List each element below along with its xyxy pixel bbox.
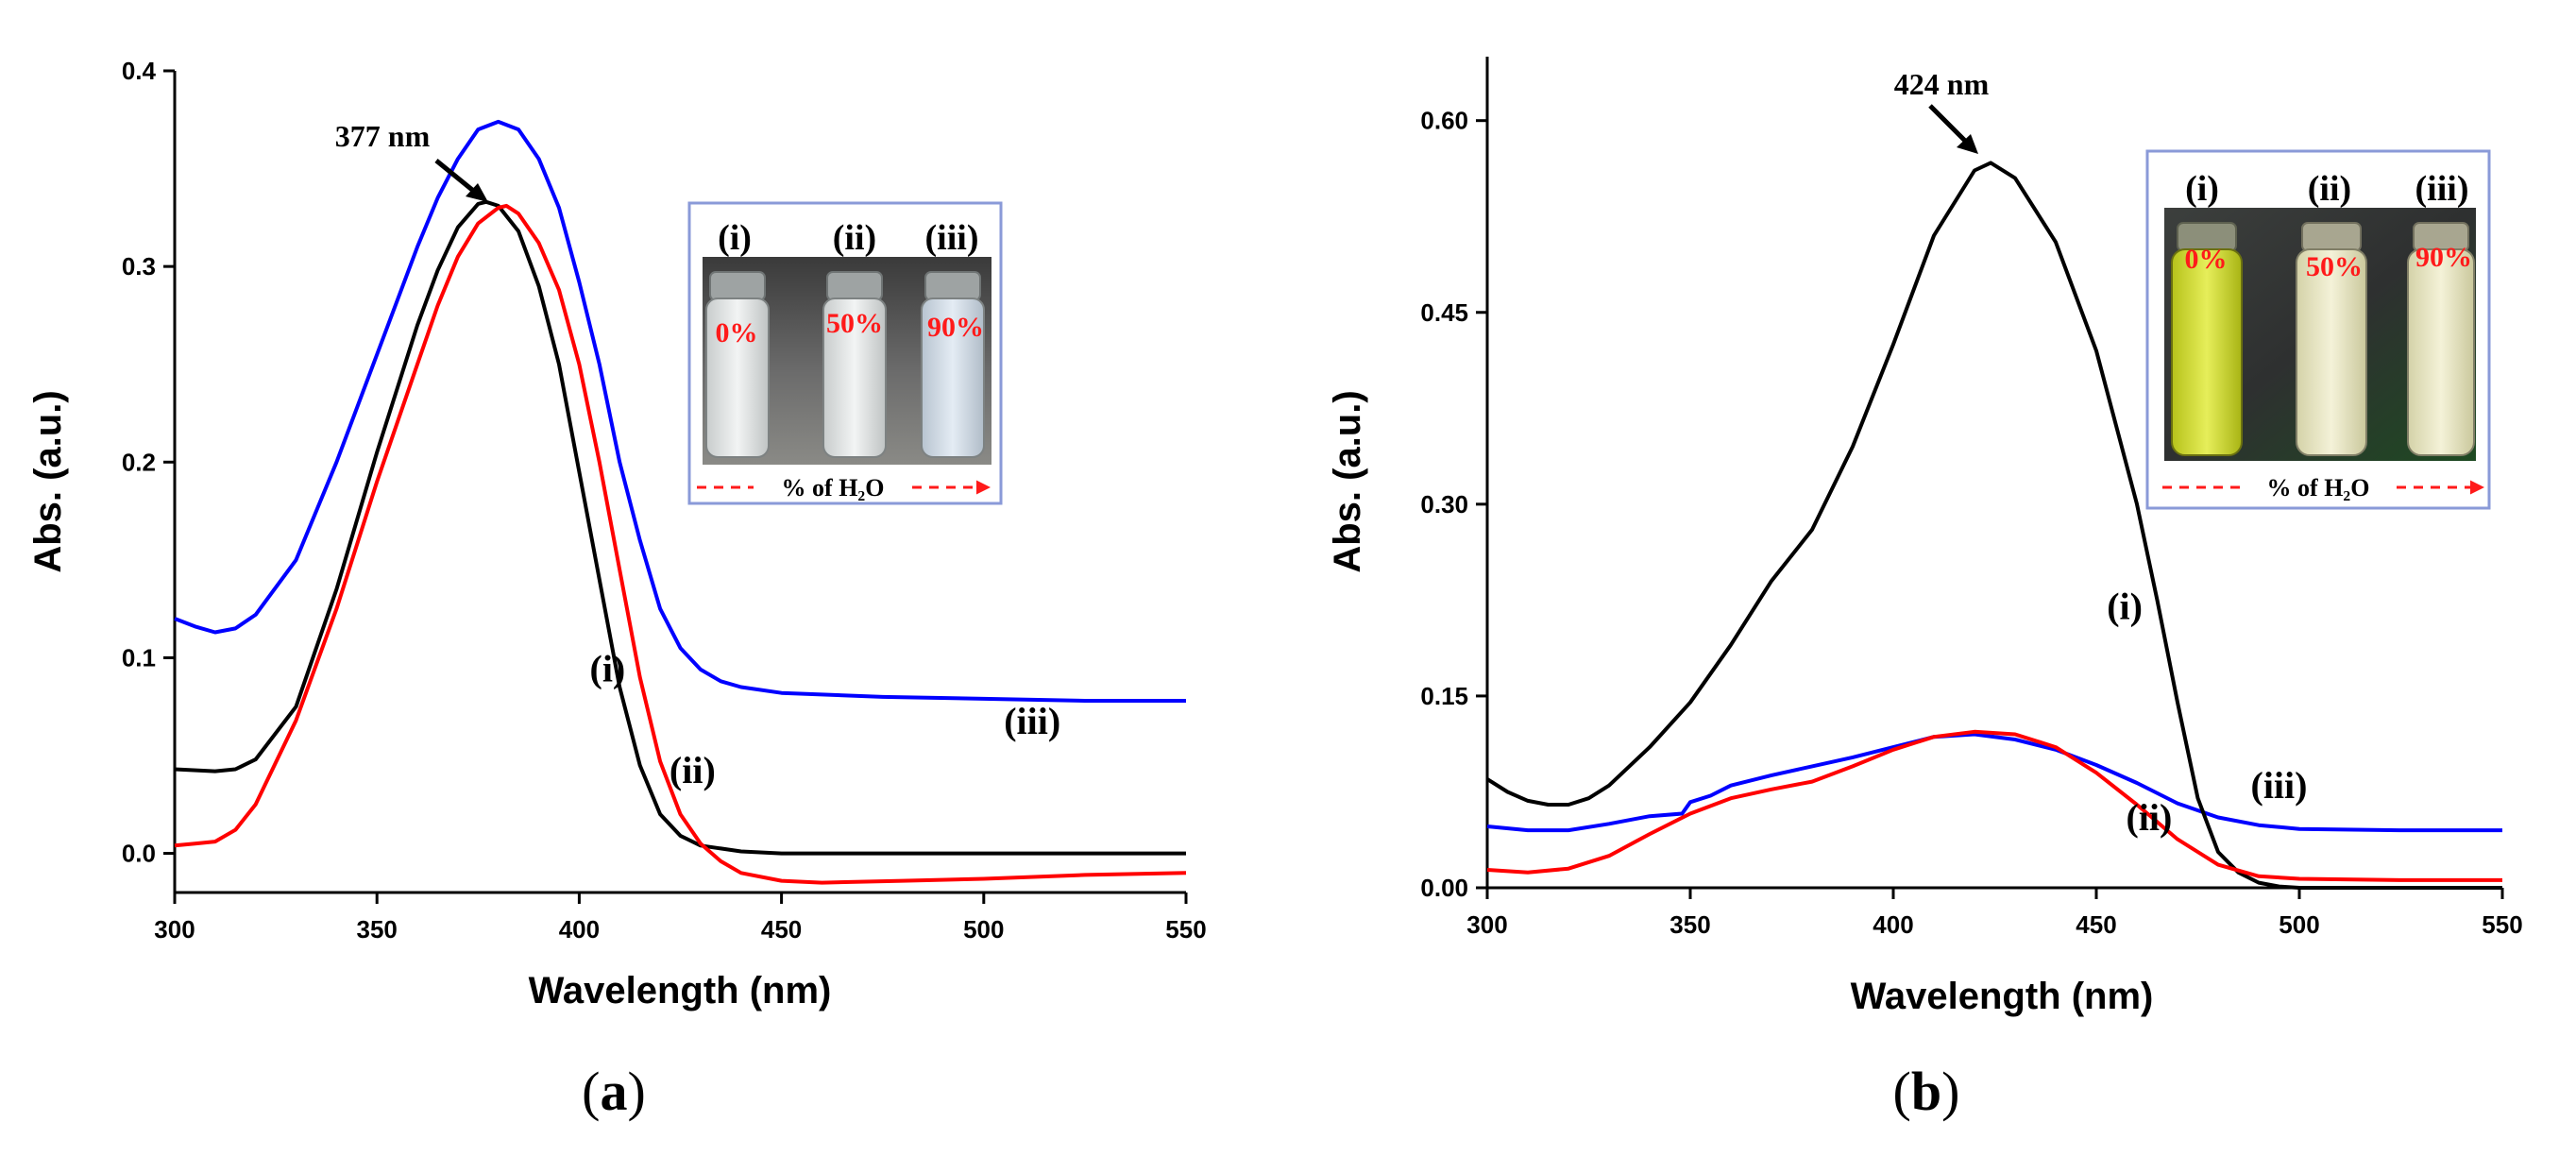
series-labels: (i) (ii) (iii) [590, 647, 1061, 791]
vial-iii [2407, 222, 2475, 456]
series-line-iii [1486, 732, 2502, 833]
series-line-ii [1486, 729, 2502, 882]
x-tick-label: 400 [1873, 910, 1913, 939]
series-label-i: (i) [590, 647, 626, 689]
x-tick-label: 300 [154, 915, 195, 944]
vial-i [2171, 222, 2243, 456]
y-tick-label: 0.15 [1420, 682, 1468, 710]
inset-water-axis-label: % of H₂O [2267, 474, 2370, 502]
x-tick-label: 300 [1466, 910, 1507, 939]
inset-percentage-0: 0% [716, 317, 758, 348]
series-label-i: (i) [2107, 586, 2143, 628]
peak-arrowhead [1957, 134, 1978, 154]
y-tick-label: 0.4 [122, 57, 157, 85]
inset-photo: (i) (ii) (iii) 0% 50% 90% % of H₂O [2145, 149, 2491, 510]
y-tick-label: 0.1 [122, 643, 156, 672]
panel-label-b: (b) [1893, 1061, 1960, 1122]
x-tick-label: 450 [761, 915, 802, 944]
peak-label: 377 nm [335, 119, 431, 153]
series-line-i [174, 199, 1186, 856]
x-tick-label: 550 [1165, 915, 1206, 944]
series-labels: (i) (ii) (iii) [2107, 586, 2307, 839]
vial-iii [921, 271, 985, 458]
inset-percentage-90: 90% [927, 312, 984, 343]
y-tick-label: 0.2 [122, 448, 156, 476]
vial-i [705, 271, 770, 458]
vial-ii [822, 271, 887, 458]
x-axis-ticks: 300 350 400 450 500 550 [154, 892, 1207, 944]
inset-photo: (i) (ii) (iii) 0% 50% 90% % of H₂O [687, 201, 1003, 505]
panel-label-a: (a) [582, 1061, 646, 1122]
y-tick-label: 0.00 [1420, 874, 1468, 902]
x-tick-label: 500 [2279, 910, 2319, 939]
inset-percentage-90: 90% [2415, 242, 2472, 273]
series-label-ii: (ii) [2126, 796, 2172, 839]
series-label-iii: (iii) [1004, 700, 1060, 742]
series-label-ii: (ii) [669, 749, 716, 791]
y-tick-label: 0.60 [1420, 107, 1468, 135]
series-line-i [1485, 161, 2502, 890]
x-axis-title: Wavelength (nm) [529, 970, 832, 1012]
inset-percentage-0: 0% [2185, 244, 2228, 275]
y-axis-ticks: 0.0 0.1 0.2 0.3 0.4 [122, 57, 175, 868]
y-tick-label: 0.0 [122, 840, 156, 868]
y-tick-label: 0.30 [1420, 490, 1468, 518]
inset-vial-label-ii: (ii) [2308, 169, 2351, 209]
y-tick-label: 0.3 [122, 252, 156, 280]
x-tick-label: 350 [1669, 910, 1710, 939]
chart-panel-a: 0.00.10.20.30.4 300 350 400 450 500 550 (i)(i… [27, 57, 1207, 1122]
x-tick-label: 450 [2076, 910, 2116, 939]
peak-annotation: 424 nm [1894, 67, 1990, 154]
inset-vial-label-i: (i) [718, 218, 752, 258]
inset-vial-label-i: (i) [2185, 169, 2219, 209]
x-tick-label: 400 [559, 915, 600, 944]
peak-arrowhead [466, 183, 488, 202]
inset-percentage-50: 50% [826, 308, 883, 339]
peak-arrow [434, 159, 479, 196]
y-tick-label: 0.45 [1420, 298, 1468, 327]
x-tick-label: 500 [963, 915, 1004, 944]
x-axis-ticks: 300 350 400 450 500 550 [1466, 888, 2523, 939]
series-group [1485, 161, 2502, 890]
chart-panel-b: 0.000.150.300.450.60 300 350 400 450 500 550 … [1327, 57, 2523, 1122]
series-line-iii [174, 119, 1186, 703]
peak-label: 424 nm [1894, 67, 1990, 101]
series-label-iii: (iii) [2251, 764, 2308, 807]
peak-annotation: 377 nm [335, 119, 488, 202]
inset-vial-label-iii: (iii) [2415, 169, 2469, 209]
y-axis-title: Abs. (a.u.) [27, 390, 69, 572]
inset-percentage-50: 50% [2306, 251, 2363, 282]
x-tick-label: 350 [357, 915, 398, 944]
x-tick-label: 550 [2482, 910, 2522, 939]
x-axis-title: Wavelength (nm) [1851, 976, 2154, 1017]
inset-water-axis-label: % of H₂O [782, 474, 885, 502]
series-group [174, 119, 1187, 885]
series-line-ii [174, 203, 1187, 885]
inset-vial-label-iii: (iii) [925, 218, 979, 258]
inset-vial-label-ii: (ii) [833, 218, 876, 258]
vial-ii [2296, 222, 2367, 456]
y-axis-ticks: 0.00 0.15 0.30 0.45 0.60 [1420, 107, 1487, 902]
y-axis-title: Abs. (a.u.) [1327, 390, 1368, 572]
peak-arrow [1928, 104, 1968, 144]
